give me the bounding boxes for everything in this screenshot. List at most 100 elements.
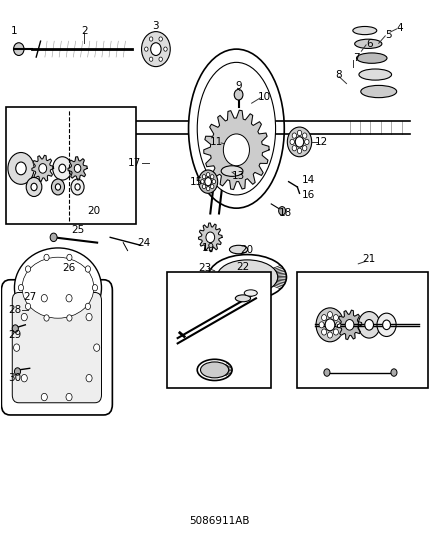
Text: 24: 24: [138, 238, 151, 248]
Circle shape: [50, 233, 57, 241]
Text: 23: 23: [198, 263, 212, 272]
Text: 21: 21: [363, 254, 376, 263]
Ellipse shape: [230, 245, 248, 254]
Circle shape: [164, 47, 167, 51]
Circle shape: [85, 303, 91, 310]
Circle shape: [26, 177, 42, 197]
Circle shape: [55, 184, 60, 190]
Circle shape: [303, 146, 307, 151]
FancyBboxPatch shape: [12, 293, 102, 403]
Circle shape: [198, 170, 218, 193]
Text: 3: 3: [152, 21, 159, 31]
Circle shape: [206, 232, 215, 243]
Circle shape: [328, 332, 332, 338]
Circle shape: [234, 90, 243, 100]
Circle shape: [321, 314, 327, 321]
Text: 16: 16: [302, 190, 315, 200]
Ellipse shape: [355, 39, 382, 49]
Ellipse shape: [14, 248, 102, 327]
Polygon shape: [68, 157, 87, 180]
Circle shape: [365, 319, 374, 330]
Text: 17: 17: [127, 158, 141, 168]
Bar: [167, 272, 271, 389]
Circle shape: [149, 37, 153, 41]
Circle shape: [377, 313, 396, 336]
Circle shape: [202, 175, 206, 179]
Circle shape: [44, 254, 49, 261]
Text: 27: 27: [23, 292, 36, 302]
Ellipse shape: [197, 62, 276, 195]
Polygon shape: [204, 110, 269, 189]
Circle shape: [31, 183, 37, 191]
Circle shape: [333, 329, 339, 335]
Circle shape: [25, 266, 31, 272]
Circle shape: [319, 322, 324, 328]
Circle shape: [212, 180, 215, 184]
Text: 8: 8: [336, 70, 342, 79]
Circle shape: [14, 344, 20, 351]
Circle shape: [206, 187, 210, 191]
Text: 26: 26: [62, 263, 75, 273]
Text: 29: 29: [8, 330, 21, 341]
Circle shape: [210, 184, 214, 189]
Text: 15: 15: [190, 176, 203, 187]
Polygon shape: [198, 223, 222, 252]
Text: 19: 19: [201, 243, 215, 253]
Bar: [297, 272, 428, 389]
Circle shape: [66, 393, 72, 401]
Circle shape: [210, 175, 214, 179]
Circle shape: [141, 31, 170, 67]
Circle shape: [12, 325, 18, 332]
Circle shape: [41, 295, 47, 302]
Circle shape: [75, 184, 80, 190]
Circle shape: [305, 139, 309, 144]
Circle shape: [336, 322, 341, 328]
Circle shape: [53, 157, 72, 180]
Circle shape: [279, 207, 286, 215]
FancyBboxPatch shape: [1, 280, 113, 415]
Circle shape: [328, 312, 332, 318]
Circle shape: [149, 57, 153, 61]
Circle shape: [292, 146, 297, 151]
Circle shape: [297, 148, 302, 154]
Text: 4: 4: [396, 23, 403, 33]
Text: 12: 12: [314, 137, 328, 147]
Text: 11: 11: [210, 137, 223, 147]
Circle shape: [39, 164, 47, 173]
Circle shape: [85, 266, 91, 272]
Circle shape: [206, 173, 210, 177]
Ellipse shape: [188, 49, 284, 208]
Text: 1: 1: [11, 26, 18, 36]
Text: 18: 18: [279, 208, 292, 219]
Ellipse shape: [359, 69, 392, 80]
Polygon shape: [337, 310, 362, 340]
Ellipse shape: [217, 260, 278, 294]
Circle shape: [223, 134, 250, 166]
Ellipse shape: [201, 362, 229, 378]
Circle shape: [86, 375, 92, 382]
Circle shape: [21, 313, 27, 321]
Circle shape: [303, 133, 307, 138]
Circle shape: [67, 315, 72, 321]
Ellipse shape: [208, 255, 286, 300]
Circle shape: [391, 369, 397, 376]
Circle shape: [292, 133, 297, 138]
Circle shape: [201, 180, 204, 184]
Circle shape: [74, 165, 81, 172]
Ellipse shape: [235, 295, 251, 302]
Circle shape: [358, 312, 380, 338]
Circle shape: [287, 127, 312, 157]
Circle shape: [383, 320, 391, 329]
Text: 14: 14: [302, 175, 315, 185]
Circle shape: [67, 254, 72, 261]
Ellipse shape: [197, 359, 232, 381]
Ellipse shape: [361, 85, 397, 98]
Circle shape: [321, 329, 327, 335]
Text: 20: 20: [241, 245, 254, 255]
Circle shape: [159, 37, 162, 41]
Circle shape: [297, 130, 302, 136]
Circle shape: [205, 177, 212, 185]
Text: 10: 10: [258, 92, 271, 102]
Circle shape: [325, 319, 335, 331]
Text: 28: 28: [9, 305, 22, 315]
